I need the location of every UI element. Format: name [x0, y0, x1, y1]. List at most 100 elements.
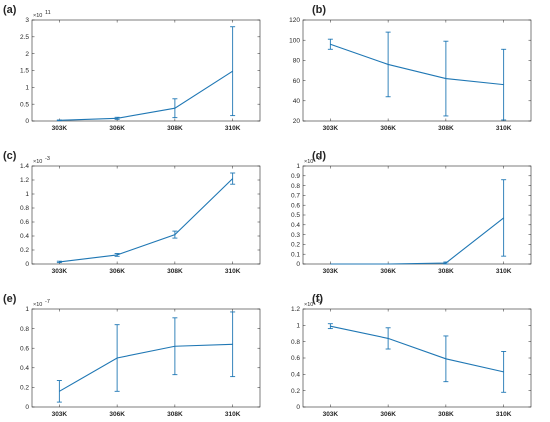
x-tick-label: 308K	[438, 268, 454, 275]
y-tick-label: 0.2	[20, 385, 29, 392]
y-tick-label: 100	[289, 37, 300, 44]
panel-label: (f)	[312, 293, 323, 305]
x-tick-label: 306K	[380, 268, 396, 275]
y-tick-label: 1	[25, 191, 29, 198]
error-bar	[56, 380, 62, 403]
y-exponent-base: ×10	[33, 13, 42, 19]
y-tick-label: 0.6	[20, 345, 29, 352]
y-exponent-power: -5	[316, 299, 321, 305]
y-tick-label: 1.5	[20, 68, 29, 75]
x-tick-label: 310K	[496, 411, 512, 418]
x-tick-label: 310K	[225, 411, 241, 418]
y-tick-label: 0.7	[291, 193, 300, 200]
error-bar	[327, 323, 333, 330]
y-tick-label: 1	[25, 306, 29, 313]
series-line	[330, 325, 504, 373]
error-bar	[443, 335, 449, 383]
error-bar	[56, 260, 62, 264]
y-tick-label: 1.2	[20, 177, 29, 184]
y-tick-label: 1.4	[20, 163, 29, 170]
error-bar	[230, 172, 236, 185]
y-tick-label: 0.4	[20, 365, 29, 372]
panel-label: (a)	[3, 4, 17, 16]
y-tick-label: 0.6	[291, 355, 300, 362]
y-tick-label: 0.6	[20, 219, 29, 226]
chart-panel: (d) 0 0.1 0.2 0.3 0.4 0.5 0.6 0.7 0.8 0.9 1 ×10 -3 303…	[291, 150, 532, 275]
y-exponent-base: ×10	[33, 302, 42, 308]
chart-panel: (c) 0 0.2 0.4 0.6 0.8 1 1.2 1.4 ×10 -3 303K 306K 308K…	[3, 150, 261, 275]
y-tick-label: 2	[25, 51, 29, 58]
axes-box	[302, 165, 532, 265]
x-tick-label: 308K	[438, 125, 454, 132]
error-bar	[172, 98, 178, 119]
error-bar	[56, 119, 62, 122]
series-line	[330, 217, 504, 265]
x-tick-label: 303K	[323, 268, 339, 275]
x-tick-label: 308K	[167, 411, 183, 418]
y-tick-label: 0	[296, 261, 300, 268]
chart-panel: (b) 20 40 60 80 100 120 303K 306K 308K 310K	[289, 4, 532, 132]
y-tick-label: 2.5	[20, 34, 29, 41]
y-tick-label: 40	[293, 98, 301, 105]
y-tick-label: 0	[296, 404, 300, 411]
y-tick-label: 80	[293, 58, 301, 65]
panel-label: (d)	[312, 150, 326, 162]
error-bar	[501, 179, 507, 257]
panel-label: (b)	[312, 4, 326, 16]
y-tick-label: 60	[293, 78, 301, 85]
y-tick-label: 0.6	[291, 202, 300, 209]
y-exponent-base: ×10	[33, 159, 42, 165]
x-tick-label: 303K	[52, 268, 68, 275]
axes-box	[31, 19, 261, 122]
y-tick-label: 0.3	[291, 232, 300, 239]
error-bar	[114, 324, 120, 392]
y-tick-label: 0.5	[291, 212, 300, 219]
panel-label: (c)	[3, 150, 17, 162]
error-bar	[114, 253, 120, 257]
y-tick-label: 0.8	[291, 339, 300, 346]
x-tick-label: 306K	[109, 268, 125, 275]
y-tick-label: 0.8	[291, 183, 300, 190]
y-tick-label: 0	[25, 118, 29, 125]
y-tick-label: 3	[25, 17, 29, 24]
y-tick-label: 0	[25, 261, 29, 268]
y-tick-label: 0.8	[20, 205, 29, 212]
error-bar	[443, 261, 449, 265]
series-line	[330, 43, 504, 86]
axes-box	[302, 19, 532, 122]
y-exponent-power: -3	[45, 156, 50, 162]
panel-label: (e)	[3, 293, 17, 305]
x-tick-label: 306K	[109, 411, 125, 418]
x-tick-label: 308K	[167, 125, 183, 132]
error-bar	[501, 351, 507, 393]
x-tick-label: 303K	[52, 411, 68, 418]
series-line	[59, 70, 233, 121]
error-bar	[172, 230, 178, 239]
y-tick-label: 120	[289, 17, 300, 24]
y-tick-label: 0.9	[291, 173, 300, 180]
series-line	[59, 178, 234, 263]
y-tick-label: 20	[293, 118, 301, 125]
chart-panel: (f) 0 0.2 0.4 0.6 0.8 1 1.2 ×10 -5 303K 306K 308K 310…	[291, 293, 532, 418]
error-bar	[327, 38, 333, 50]
y-tick-label: 0.5	[20, 101, 29, 108]
error-bar	[385, 327, 391, 350]
y-tick-label: 0.2	[291, 388, 300, 395]
y-tick-label: 0.4	[20, 233, 29, 240]
error-bar	[385, 31, 391, 98]
y-tick-label: 0.4	[291, 222, 300, 229]
y-exponent-base: ×10	[304, 302, 313, 308]
x-tick-label: 310K	[496, 268, 512, 275]
y-exponent-power: 11	[45, 10, 51, 16]
x-tick-label: 310K	[225, 268, 241, 275]
x-tick-label: 306K	[380, 411, 396, 418]
axes-box	[31, 308, 261, 408]
x-tick-label: 310K	[496, 125, 512, 132]
x-tick-label: 303K	[52, 125, 68, 132]
error-bar	[443, 40, 449, 117]
x-tick-label: 303K	[323, 125, 339, 132]
x-tick-label: 306K	[109, 125, 125, 132]
series-line	[59, 343, 233, 392]
x-tick-label: 310K	[225, 125, 241, 132]
